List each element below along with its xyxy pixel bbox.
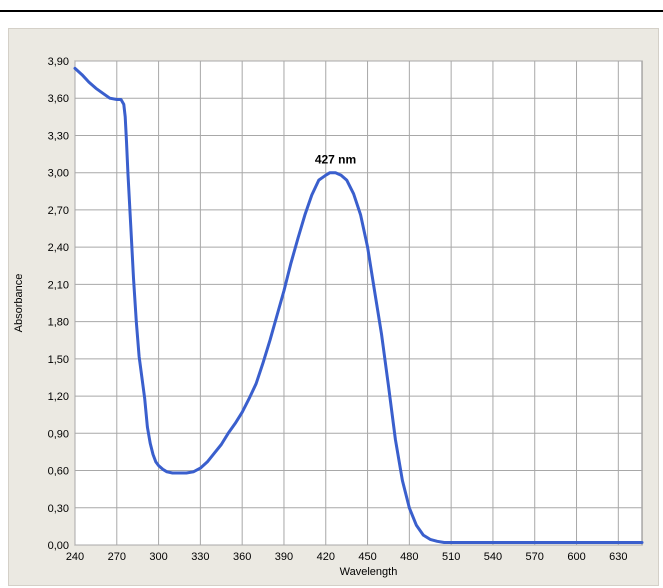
x-tick-label: 600 [567, 551, 585, 563]
y-tick-label: 0,90 [48, 428, 69, 440]
x-tick-label: 630 [609, 551, 627, 563]
y-tick-label: 1,20 [48, 391, 69, 403]
x-tick-label: 300 [149, 551, 167, 563]
y-tick-label: 0,60 [48, 466, 69, 478]
peak-annotation: 427 nm [315, 153, 356, 167]
y-tick-label: 0,30 [48, 503, 69, 515]
y-tick-label: 3,00 [48, 168, 69, 180]
x-tick-label: 480 [400, 551, 418, 563]
x-tick-label: 270 [108, 551, 126, 563]
y-tick-label: 2,40 [48, 242, 69, 254]
x-tick-label: 570 [526, 551, 544, 563]
tick-labels: 240 270 300 330 360 390 420 450 480 510 540 570 600 6… [48, 56, 628, 563]
x-tick-label: 510 [442, 551, 460, 563]
absorbance-chart: 240 270 300 330 360 390 420 450 480 510 540 570 600 6… [13, 56, 644, 578]
y-tick-label: 2,70 [48, 205, 69, 217]
absorbance-series-line [73, 66, 644, 544]
x-tick-label: 240 [66, 551, 84, 563]
chart-panel: 240 270 300 330 360 390 420 450 480 510 540 570 600 6… [8, 28, 659, 586]
y-tick-label: 1,80 [48, 317, 69, 329]
plot-area [74, 60, 643, 546]
x-tick-label: 450 [358, 551, 376, 563]
x-tick-label: 360 [233, 551, 251, 563]
y-tick-label: 2,10 [48, 279, 69, 291]
y-axis-title: Absorbance [13, 274, 25, 333]
y-tick-label: 0,00 [48, 540, 69, 552]
y-tick-label: 1,50 [48, 354, 69, 366]
x-tick-label: 390 [275, 551, 293, 563]
x-tick-label: 330 [191, 551, 209, 563]
y-tick-label: 3,30 [48, 130, 69, 142]
x-axis-title: Wavelength [340, 566, 398, 578]
grid-lines [74, 60, 642, 546]
x-tick-label: 420 [317, 551, 335, 563]
top-rule [0, 10, 663, 12]
x-tick-label: 540 [484, 551, 502, 563]
y-tick-label: 3,90 [48, 56, 69, 68]
y-tick-label: 3,60 [48, 93, 69, 105]
